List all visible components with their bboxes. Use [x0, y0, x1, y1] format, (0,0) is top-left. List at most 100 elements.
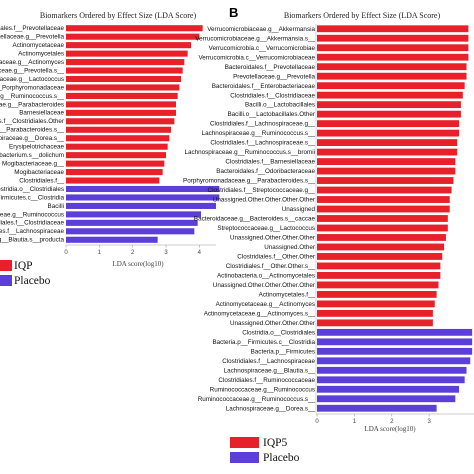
lda-bar — [66, 92, 178, 99]
lda-bar — [66, 109, 176, 116]
lda-bar — [317, 25, 469, 33]
lda-bar — [66, 236, 158, 243]
category-label: Clostridiales.f__Lachnospiraceae.s__ — [210, 140, 315, 147]
category-label: Clostridiales.f__Lachnospiraceae.g__ — [210, 121, 316, 128]
category-label: Lactobacillales.f__Streptococcaceae.g__L… — [0, 76, 64, 83]
lda-bar — [66, 33, 200, 40]
category-label: Verrucomicrobiaceae.g__Akkermansia — [207, 26, 315, 33]
panel-b-category-labels: Verrucomicrobiaceae.g__Akkermansia Verruc… — [183, 26, 315, 413]
lda-bar — [317, 215, 448, 222]
category-label: Actinomycetales — [18, 50, 64, 57]
category-label: Unassigned.Other.Other.Other.Other — [213, 197, 315, 204]
panel-a: Biomarkers Ordered by Effect Size (LDA S… — [0, 11, 220, 287]
lda-bar — [317, 281, 439, 289]
panel-b-legend: IQP5 Placebo — [230, 437, 300, 464]
lda-bar — [317, 234, 446, 241]
category-label: Bacilli — [48, 203, 64, 210]
lda-bar — [317, 44, 469, 52]
lda-bar — [317, 129, 460, 137]
category-label: Bacteria.p__Firmicutes.c__Clostridia — [0, 194, 64, 201]
category-label: Porphyromonadaceae.g__Parabacteroides.s_… — [183, 178, 315, 185]
category-label: Verrucomicrobia.c__Verrucomicrobiae — [209, 45, 316, 52]
category-label: Bacteroidales.f__Enterobacteriaceae — [212, 83, 316, 90]
lda-bar — [317, 186, 452, 194]
lda-bar — [66, 118, 175, 125]
x-tick-label: 0 — [315, 419, 319, 425]
category-label: Bacilli.o__Lactobacillales — [245, 102, 315, 109]
lda-bar — [317, 205, 450, 213]
lda-bar — [66, 50, 188, 57]
category-label: Ruminococcaceae.g__Ruminococcus — [210, 386, 315, 393]
category-label: Clostridiales.f__Streptococcaceae.g__ — [208, 187, 316, 194]
lda-bar — [66, 228, 195, 235]
category-label: Actinobacteria.o__Actinomycetales — [217, 273, 315, 280]
category-label: Lachnospiraceae.g__Blautia.s__producta — [0, 237, 64, 244]
panel-a-title: Biomarkers Ordered by Effect Size (LDA S… — [40, 11, 197, 20]
lda-bar — [317, 404, 437, 412]
lda-bar — [317, 366, 467, 374]
lda-bar — [317, 262, 441, 270]
lda-bar — [66, 126, 171, 133]
category-label: Clostridia.o__Clostridiales — [242, 329, 315, 336]
category-label: Clostridiales.f__Porphyromonadaceae — [0, 84, 64, 91]
category-label: Verrucomicrobia.c__Verrucomicrobiaceae — [198, 54, 315, 61]
lda-bar — [66, 101, 176, 108]
category-label: Bacilli.o__Lactobacillales.Other — [227, 111, 315, 118]
category-label: Lachnospiraceae.g__Dorea.s__ — [226, 405, 316, 412]
category-label: Clostridia.o__Clostridiales — [0, 186, 64, 193]
category-label: Porphyromonadaceae.g__Parabacteroides — [0, 101, 64, 108]
category-label: Verrucomicrobiaceae.g__Akkermansia.s__ — [195, 35, 315, 42]
category-label: Lachnospiraceae.g__Ruminococcus.s__bromi… — [184, 149, 315, 156]
legend-label-placebo-b: Placebo — [263, 452, 300, 464]
lda-bar — [317, 300, 435, 308]
category-label: Actinomycetaceae.g__Actinomyces — [216, 301, 315, 308]
lda-bar — [317, 120, 460, 128]
lda-bar — [66, 185, 220, 193]
category-label: Clostridiales.f__Lachnospiraceae — [222, 358, 315, 365]
x-tick-label: 2 — [390, 419, 394, 425]
category-label: Actinomycetaceae — [13, 42, 65, 49]
lda-bar — [317, 34, 469, 42]
panel-a-x-ticks: 0 1 2 3 4 — [64, 245, 202, 256]
category-label: Clostridiales.f__Clostridiaceae — [0, 220, 64, 227]
lda-bar — [317, 328, 473, 336]
category-label: Clostridiales.f__Clostridiales.Other — [0, 118, 64, 125]
legend-swatch-placebo-b — [230, 452, 259, 463]
lda-bar — [317, 91, 463, 99]
lda-bar — [66, 75, 181, 83]
category-label: Mogibacteriaceae.g__ — [2, 160, 64, 167]
x-tick-label: 3 — [427, 419, 431, 425]
lda-bar — [66, 169, 163, 176]
lda-bar — [317, 338, 473, 346]
lda-bar — [66, 152, 166, 159]
lda-bar — [66, 84, 180, 91]
category-label: Lachnospiraceae.g__Ruminococcus.s__ — [0, 93, 64, 100]
category-label: Porphyromonadaceae.g__Parabacteroides.s_… — [0, 127, 64, 134]
lda-bar — [317, 347, 473, 355]
category-label: Bacteroidales.f__Prevotellaceae — [0, 25, 64, 32]
panel-b-x-ticks: 0 1 2 3 — [315, 414, 431, 425]
lda-bar — [66, 177, 160, 184]
lda-bar — [317, 395, 456, 403]
legend-swatch-iqp — [0, 260, 12, 271]
category-label: Eubacterium.s__dolichum — [0, 152, 64, 159]
legend-swatch-placebo — [0, 275, 12, 286]
lda-bar — [66, 67, 183, 74]
category-label: Prevotellaceae.g__Prevotella — [0, 34, 64, 41]
category-label: Barnesiellaceae — [19, 110, 64, 117]
category-label: Bacteroidaceae.g__Bacteroides.s__caccae — [194, 216, 316, 223]
lda-bar — [66, 211, 201, 218]
lda-bar — [317, 309, 433, 317]
x-tick-label: 1 — [98, 250, 102, 256]
category-label: Ruminococcaceae.g__Ruminococcus — [0, 211, 64, 218]
category-label: Unassigned.Other.Other.Other — [230, 320, 315, 327]
lda-bar — [317, 196, 450, 203]
category-label: Streptococcaceae.g__Lactococcus — [217, 225, 315, 232]
panel-b-letter: B — [229, 5, 238, 20]
x-tick-label: 0 — [64, 250, 68, 256]
lda-bar — [317, 272, 441, 279]
category-label: Bacteroidales.f__Odoribacteraceae — [216, 168, 315, 175]
lda-bar — [317, 177, 454, 184]
category-label: Clostridiales.f__Lachnospiraceae — [0, 228, 64, 235]
